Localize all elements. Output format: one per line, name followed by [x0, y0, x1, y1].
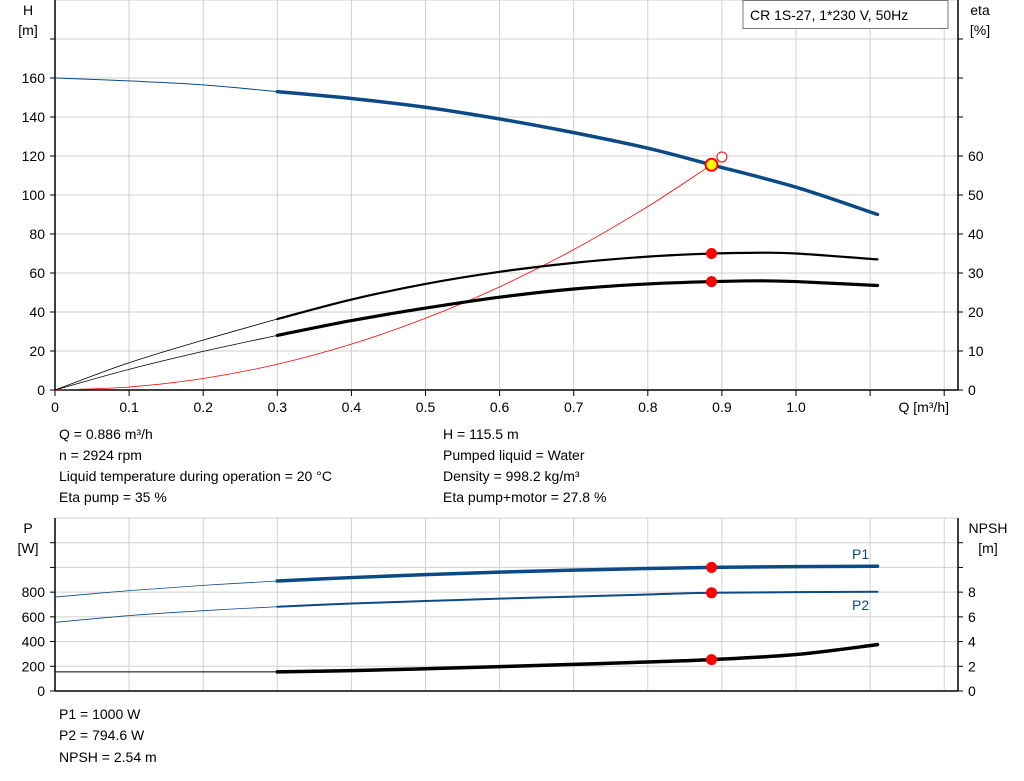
info-q: Q = 0.886 m³/h [59, 426, 153, 442]
head-curve-thin [54, 77, 278, 93]
x-tick-label: 0.8 [638, 399, 658, 415]
p2-series-label: P2 [852, 597, 869, 613]
y-axis-label: H [23, 2, 33, 18]
y-tick-label: 40 [29, 304, 45, 320]
legend-title: CR 1S-27, 1*230 V, 50Hz [750, 7, 908, 23]
info-eta-pump-motor: Eta pump+motor = 27.8 % [443, 489, 606, 505]
info-p1: P1 = 1000 W [59, 706, 141, 722]
x-tick-label: 0.9 [712, 399, 732, 415]
y2-tick-label: 50 [968, 187, 984, 203]
head-curve [275, 89, 880, 217]
y-tick-label: 600 [22, 609, 46, 625]
y-tick-label: 80 [29, 226, 45, 242]
y-tick-label: 0 [37, 683, 45, 699]
info-temperature: Liquid temperature during operation = 20… [59, 468, 332, 484]
y-tick-label: 200 [22, 658, 46, 674]
duty-point-eta-pump-motor [706, 276, 718, 288]
npsh-curve [275, 642, 880, 674]
y2-tick-label: 30 [968, 265, 984, 281]
info-p2: P2 = 794.6 W [59, 727, 145, 743]
y-tick-label: 60 [29, 265, 45, 281]
info-density: Density = 998.2 kg/m³ [443, 468, 580, 484]
x-tick-label: 0.2 [193, 399, 213, 415]
duty-point-P1 [706, 561, 718, 573]
y-axis-unit: [m] [18, 22, 37, 38]
y2-tick-label: 0 [968, 382, 976, 398]
x-tick-label: 0.4 [342, 399, 362, 415]
y2-axis-unit: [%] [970, 22, 990, 38]
y2-tick-label: 10 [968, 343, 984, 359]
info-liquid: Pumped liquid = Water [443, 447, 585, 463]
eta-pump-curve-thin [54, 318, 278, 391]
x-tick-label: 1.0 [786, 399, 806, 415]
y-tick-label: 160 [22, 70, 46, 86]
legend-box: CR 1S-27, 1*230 V, 50Hz [742, 0, 949, 29]
y2-tick-label: 4 [968, 634, 976, 650]
x-axis-label: Q [m³/h] [898, 399, 949, 415]
y2-tick-label: 20 [968, 304, 984, 320]
y-tick-label: 140 [22, 109, 46, 125]
y2-axis-label: NPSH [969, 520, 1008, 536]
duty-point-head [704, 157, 719, 172]
info-n: n = 2924 rpm [59, 447, 142, 463]
duty-point-eta-pump [706, 248, 718, 259]
x-tick-label: 0.3 [268, 399, 288, 415]
requested-point-marker [716, 151, 728, 163]
y-tick-label: 800 [22, 584, 46, 600]
p1-curve [275, 564, 880, 583]
eta-pump-motor-curve-thin [54, 335, 278, 391]
y2-axis-label: eta [970, 2, 990, 18]
x-tick-label: 0.1 [119, 399, 139, 415]
duty-point-NPSH [706, 654, 718, 666]
duty-info: Q = 0.886 m³/h n = 2924 rpm Liquid tempe… [59, 426, 606, 765]
y2-tick-label: 8 [968, 584, 976, 600]
y2-axis-unit: [m] [978, 540, 997, 556]
p1-series-label: P1 [852, 546, 869, 562]
y2-tick-label: 6 [968, 609, 976, 625]
p1-curve-thin [54, 580, 278, 598]
eta-pump-motor-curve [275, 279, 880, 337]
y-axis-unit: [W] [18, 540, 39, 556]
y2-tick-label: 0 [968, 683, 976, 699]
y-axis-label: P [23, 520, 32, 536]
eta-pump-curve [276, 251, 879, 321]
head-efficiency-chart: 0 20 40 60 80 100 120 140 160 0 10 20 30 40 50 60 H [m] et… [18, 0, 990, 415]
x-tick-label: 0.6 [490, 399, 510, 415]
y-tick-label: 120 [22, 148, 46, 164]
power-npsh-chart: 0 200 400 600 800 0 2 4 6 8 P [W] NPSH [m] P1 P2 [18, 517, 1008, 699]
info-npsh: NPSH = 2.54 m [59, 749, 157, 765]
y2-tick-label: 2 [968, 658, 976, 674]
y-tick-label: 400 [22, 634, 46, 650]
y-tick-label: 100 [22, 187, 46, 203]
x-tick-label: 0.7 [564, 399, 584, 415]
p2-curve-thin [54, 606, 278, 623]
duty-point-P2 [706, 587, 718, 599]
y-tick-label: 20 [29, 343, 45, 359]
x-tick-label: 0.5 [416, 399, 436, 415]
info-eta-pump: Eta pump = 35 % [59, 489, 167, 505]
y2-tick-label: 60 [968, 148, 984, 164]
info-h: H = 115.5 m [443, 426, 519, 442]
y2-tick-label: 40 [968, 226, 984, 242]
y-tick-label: 0 [37, 382, 45, 398]
p2-curve [276, 590, 879, 608]
system-curve [54, 164, 712, 391]
x-tick-label: 0 [51, 399, 59, 415]
